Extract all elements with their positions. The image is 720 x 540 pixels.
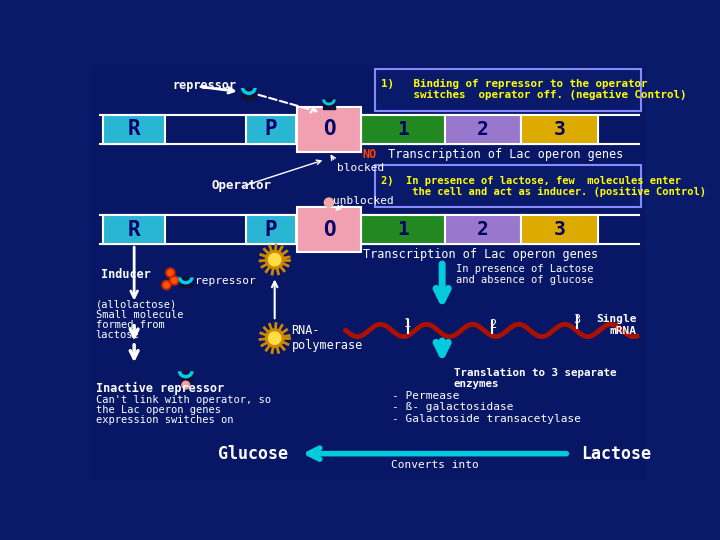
- Circle shape: [171, 278, 177, 283]
- Text: 1: 1: [404, 318, 411, 330]
- Text: and absence of glucose: and absence of glucose: [456, 275, 593, 286]
- Text: RNA-
polymerase: RNA- polymerase: [292, 324, 363, 352]
- Text: P: P: [264, 119, 277, 139]
- Text: repressor: repressor: [195, 276, 256, 286]
- Text: 2: 2: [477, 120, 489, 139]
- Circle shape: [166, 268, 175, 278]
- Text: Converts into: Converts into: [390, 460, 478, 470]
- Circle shape: [162, 280, 171, 289]
- Circle shape: [170, 276, 179, 285]
- FancyBboxPatch shape: [445, 115, 521, 144]
- FancyBboxPatch shape: [104, 215, 165, 244]
- FancyBboxPatch shape: [445, 215, 521, 244]
- Text: Inducer: Inducer: [101, 268, 151, 281]
- Circle shape: [324, 198, 333, 207]
- Text: O: O: [323, 119, 336, 139]
- Text: Single
mRNA: Single mRNA: [596, 314, 637, 336]
- Circle shape: [182, 381, 189, 389]
- Bar: [242, 88, 256, 99]
- FancyBboxPatch shape: [375, 69, 641, 111]
- Text: 3: 3: [553, 220, 565, 239]
- Text: - ß- galactosidase: - ß- galactosidase: [392, 402, 513, 413]
- Text: Small molecule: Small molecule: [96, 309, 183, 320]
- Text: Translation to 3 separate: Translation to 3 separate: [454, 368, 616, 378]
- Circle shape: [266, 329, 284, 347]
- Text: 3: 3: [553, 120, 565, 139]
- Text: - Galactoside transacetylase: - Galactoside transacetylase: [392, 414, 581, 424]
- Bar: [323, 99, 335, 109]
- Text: Transcription of Lac operon genes: Transcription of Lac operon genes: [382, 148, 624, 161]
- FancyBboxPatch shape: [297, 207, 361, 252]
- Text: lactose: lactose: [96, 330, 140, 340]
- Text: the Lac operon genes: the Lac operon genes: [96, 405, 220, 415]
- Text: expression switches on: expression switches on: [96, 415, 233, 425]
- FancyBboxPatch shape: [246, 215, 296, 244]
- Text: Lactose: Lactose: [581, 444, 651, 463]
- Text: 1: 1: [397, 120, 409, 139]
- Circle shape: [163, 282, 169, 288]
- FancyBboxPatch shape: [246, 115, 296, 144]
- Text: 2)  In presence of lactose, few  molecules enter: 2) In presence of lactose, few molecules…: [382, 176, 681, 186]
- FancyBboxPatch shape: [361, 215, 445, 244]
- Text: P: P: [264, 220, 277, 240]
- Circle shape: [269, 332, 281, 345]
- FancyBboxPatch shape: [361, 115, 445, 144]
- Text: Can't link with operator, so: Can't link with operator, so: [96, 395, 271, 405]
- Text: repressor: repressor: [173, 79, 237, 92]
- Text: 1: 1: [397, 220, 409, 239]
- Text: unblocked: unblocked: [333, 195, 394, 206]
- Text: (allolactose): (allolactose): [96, 300, 177, 309]
- Text: switches  operator off. (negative Control): switches operator off. (negative Control…: [382, 90, 687, 100]
- Text: formed from: formed from: [96, 320, 164, 329]
- Circle shape: [269, 253, 281, 266]
- Text: Transcription of Lac operon genes: Transcription of Lac operon genes: [363, 248, 598, 261]
- Text: Operator: Operator: [211, 179, 271, 192]
- Text: 3: 3: [573, 313, 580, 326]
- Text: Glucose: Glucose: [218, 444, 288, 463]
- Text: - Permease: - Permease: [392, 391, 459, 401]
- FancyBboxPatch shape: [521, 115, 598, 144]
- Text: the cell and act as inducer. (positive Control): the cell and act as inducer. (positive C…: [382, 187, 706, 197]
- FancyBboxPatch shape: [297, 107, 361, 152]
- Circle shape: [168, 270, 173, 275]
- Circle shape: [266, 251, 284, 269]
- Text: enzymes: enzymes: [454, 379, 499, 389]
- Text: R: R: [128, 220, 140, 240]
- FancyBboxPatch shape: [521, 215, 598, 244]
- FancyBboxPatch shape: [375, 165, 641, 207]
- Text: NO: NO: [363, 148, 377, 161]
- Text: 2: 2: [489, 318, 496, 330]
- FancyBboxPatch shape: [104, 115, 165, 144]
- Text: R: R: [128, 119, 140, 139]
- Text: In presence of Lactose: In presence of Lactose: [456, 264, 593, 274]
- Text: blocked: blocked: [337, 163, 384, 173]
- Bar: [179, 372, 192, 381]
- Bar: [179, 278, 192, 287]
- Text: 2: 2: [477, 220, 489, 239]
- Text: 1)   Binding of repressor to the operator: 1) Binding of repressor to the operator: [382, 79, 648, 90]
- Text: O: O: [323, 220, 336, 240]
- Text: Inactive repressor: Inactive repressor: [96, 382, 224, 395]
